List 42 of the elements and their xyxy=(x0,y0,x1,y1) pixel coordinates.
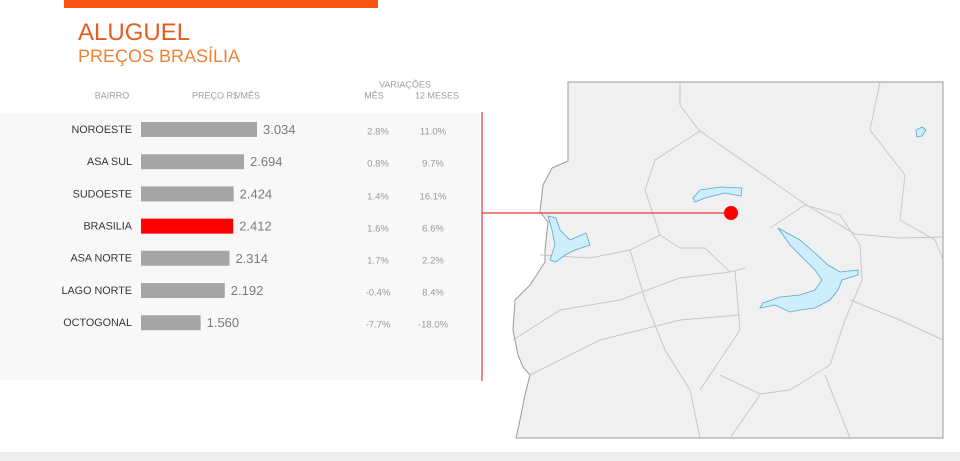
text: 9.7% xyxy=(422,158,444,170)
text: VARIAÇÕES xyxy=(379,80,431,90)
text: 8.4% xyxy=(422,287,444,298)
text: 0.8% xyxy=(367,158,389,170)
text: -7.7% xyxy=(366,320,390,331)
chart-title: ALUGUEL xyxy=(78,19,190,46)
text: 11.0% xyxy=(420,126,446,138)
data-label: 2.412 xyxy=(239,218,272,234)
y-tick-label: NOROESTE xyxy=(71,124,132,136)
bar xyxy=(141,154,244,170)
text: 2.8% xyxy=(367,126,389,138)
text: 1.6% xyxy=(367,222,389,234)
text: 6.6% xyxy=(422,222,444,234)
data-label: 3.034 xyxy=(263,122,296,138)
text: -0.4% xyxy=(366,287,390,298)
text: 12 MESES xyxy=(414,90,460,100)
y-axis-title: BAIRRO xyxy=(94,90,130,100)
text: MÊS xyxy=(364,90,384,100)
x-axis-title: PREÇO R$/MÊS xyxy=(192,90,260,100)
bar xyxy=(141,282,225,298)
y-tick-label: OCTOGONAL xyxy=(63,317,132,330)
bar xyxy=(141,315,201,330)
bar xyxy=(141,250,230,266)
data-label: 2.192 xyxy=(230,283,264,298)
text: 2.2% xyxy=(422,255,444,266)
y-tick-label: ASA SUL xyxy=(87,156,132,168)
bar xyxy=(141,122,257,137)
y-tick-label: ASA NORTE xyxy=(70,252,132,265)
data-label: 1.560 xyxy=(206,315,240,330)
y-tick-label: BRASILIA xyxy=(83,220,133,232)
bar xyxy=(141,186,234,202)
bar xyxy=(141,218,234,234)
data-label: 2.424 xyxy=(240,186,272,202)
data-label: 2.314 xyxy=(235,250,268,266)
text: 1.7% xyxy=(367,255,389,266)
text: 1.4% xyxy=(367,190,389,202)
y-tick-label: LAGO NORTE xyxy=(62,284,132,297)
text: -18.0% xyxy=(418,320,448,331)
chart-subtitle: PREÇOS BRASÍLIA xyxy=(78,46,240,66)
data-label: 2.694 xyxy=(250,154,282,170)
text: 16.1% xyxy=(420,190,446,202)
y-tick-label: SUDOESTE xyxy=(72,188,132,200)
